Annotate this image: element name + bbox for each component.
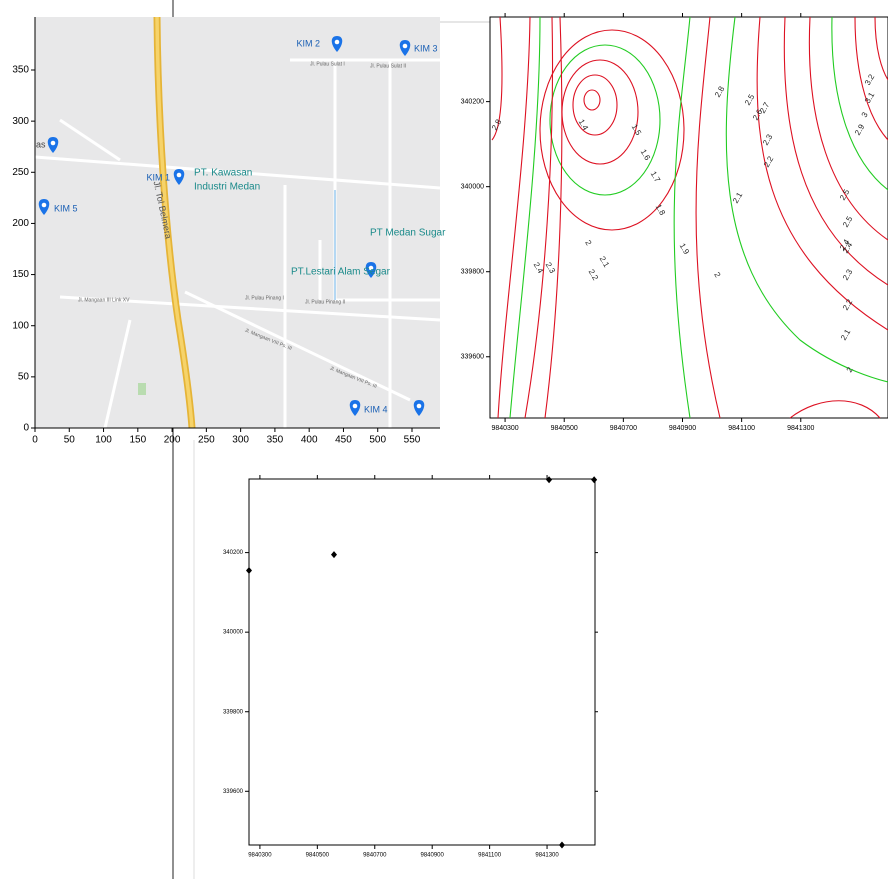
x-tick-label: 9840700 [363,853,387,859]
x-tick-label: 200 [164,435,181,446]
x-tick-label: 100 [95,435,112,446]
x-tick-label: 500 [369,435,386,446]
x-tick-label: 350 [267,435,284,446]
map-pin-dot [177,173,182,178]
scatter-frame [249,479,595,845]
y-tick-label: 339800 [223,709,244,715]
x-tick-label: 400 [301,435,318,446]
y-tick-label: 150 [12,269,29,280]
y-tick-label: 300 [12,116,29,127]
x-tick-label: 9840700 [610,425,637,432]
map-image [35,17,440,428]
map-pin-dot [353,404,358,409]
y-tick-label: 50 [18,371,30,382]
x-tick-label: 150 [129,435,146,446]
y-tick-label: 100 [12,320,29,331]
place-label: PT. Kawasan [194,168,252,179]
x-tick-label: 9840300 [491,425,518,432]
street-label: Jl. Pulau Sulat II [370,63,406,69]
street-label: Jl. Mangaan III Link XV [78,297,130,303]
x-tick-label: 0 [32,435,38,446]
x-tick-label: 450 [335,435,352,446]
place-label: KIM 4 [364,404,388,414]
y-tick-label: 339600 [223,789,244,795]
map-pin-dot [403,44,408,49]
place-label: PT.Lestari Alam Segar [291,267,391,278]
y-tick-label: 340000 [223,630,244,636]
park [138,383,146,395]
y-tick-label: 250 [12,167,29,178]
map-pin-dot [42,203,47,208]
y-tick-label: 340200 [461,98,484,105]
x-tick-label: 9841300 [535,853,559,859]
street-label: Jl. Pulau Pinang II [305,299,345,305]
y-tick-label: 340000 [461,184,484,191]
y-tick-label: 350 [12,65,29,76]
place-label: KIM 3 [414,43,438,53]
x-tick-label: 9841100 [478,853,502,859]
x-tick-label: 300 [232,435,249,446]
x-tick-label: 9840900 [669,425,696,432]
place-label: KIM 5 [54,203,78,213]
place-label: PT Medan Sugar [370,228,446,239]
x-tick-label: 250 [198,435,215,446]
place-label: as [36,139,46,149]
map-pin-dot [417,404,422,409]
y-tick-label: 339800 [461,269,484,276]
place-label: Industri Medan [194,182,260,193]
y-tick-label: 200 [12,218,29,229]
page: 0 50 100 150 200 250 300 350 400 450 500 550 0 50 100 1… [0,0,888,879]
x-tick-label: 9840900 [421,853,445,859]
map-pin-dot [335,40,340,45]
x-tick-label: 9841100 [728,425,755,432]
x-tick-label: 50 [64,435,76,446]
x-tick-label: 9840300 [248,853,272,859]
figure: 0 50 100 150 200 250 300 350 400 450 500 550 0 50 100 1… [0,0,888,879]
y-tick-label: 0 [23,423,29,434]
x-tick-label: 9840500 [551,425,578,432]
x-tick-label: 550 [404,435,421,446]
street-label: Jl. Pulau Sulat I [310,61,345,67]
y-tick-label: 339600 [461,354,484,361]
map-pin-dot [51,141,56,146]
street-label: Jl. Pulau Pinang I [245,295,284,301]
x-tick-label: 9841300 [787,425,814,432]
x-tick-label: 9840500 [306,853,330,859]
place-label: KIM 2 [296,38,320,48]
y-tick-label: 340200 [223,550,244,556]
